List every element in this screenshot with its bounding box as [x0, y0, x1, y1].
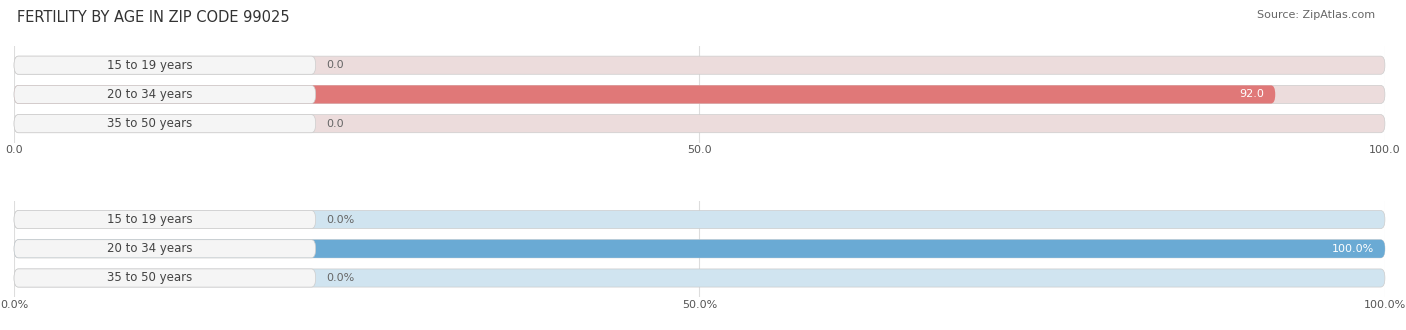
- FancyBboxPatch shape: [14, 269, 315, 287]
- Text: 15 to 19 years: 15 to 19 years: [107, 59, 193, 72]
- FancyBboxPatch shape: [14, 56, 315, 74]
- Text: 92.0: 92.0: [1240, 89, 1264, 99]
- FancyBboxPatch shape: [14, 85, 1275, 104]
- FancyBboxPatch shape: [14, 240, 1385, 258]
- Text: 20 to 34 years: 20 to 34 years: [107, 242, 193, 255]
- FancyBboxPatch shape: [14, 240, 315, 258]
- Text: 15 to 19 years: 15 to 19 years: [107, 213, 193, 226]
- FancyBboxPatch shape: [14, 85, 315, 104]
- FancyBboxPatch shape: [14, 240, 1385, 258]
- FancyBboxPatch shape: [14, 85, 1385, 104]
- Text: 0.0%: 0.0%: [326, 214, 354, 224]
- Text: 35 to 50 years: 35 to 50 years: [107, 272, 193, 284]
- FancyBboxPatch shape: [14, 211, 315, 229]
- Text: FERTILITY BY AGE IN ZIP CODE 99025: FERTILITY BY AGE IN ZIP CODE 99025: [17, 10, 290, 25]
- FancyBboxPatch shape: [14, 269, 1385, 287]
- Text: 0.0: 0.0: [326, 60, 344, 70]
- Text: 35 to 50 years: 35 to 50 years: [107, 117, 193, 130]
- FancyBboxPatch shape: [14, 115, 315, 133]
- Text: Source: ZipAtlas.com: Source: ZipAtlas.com: [1257, 10, 1375, 20]
- Text: 100.0%: 100.0%: [1331, 244, 1374, 254]
- Text: 0.0%: 0.0%: [326, 273, 354, 283]
- Text: 20 to 34 years: 20 to 34 years: [107, 88, 193, 101]
- FancyBboxPatch shape: [14, 56, 1385, 74]
- Text: 0.0: 0.0: [326, 119, 344, 129]
- FancyBboxPatch shape: [14, 115, 1385, 133]
- FancyBboxPatch shape: [14, 211, 1385, 229]
